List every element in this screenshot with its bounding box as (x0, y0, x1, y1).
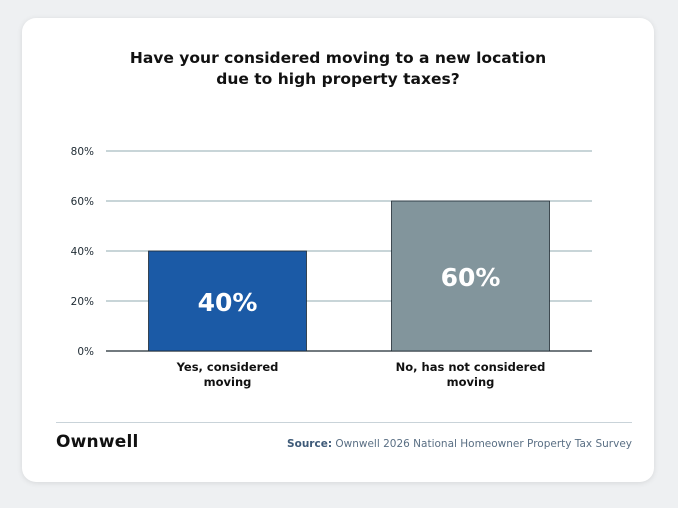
y-tick-label: 0% (77, 346, 94, 358)
data-label: 40% (198, 288, 258, 317)
x-category-label: moving (447, 375, 495, 389)
y-tick-label: 80% (71, 146, 94, 158)
chart-title: Have your considered moving to a new loc… (22, 48, 654, 90)
bar-chart: 0%20%40%60%80%40%Yes, consideredmoving60… (71, 146, 592, 389)
bar (391, 200, 550, 352)
footer-divider (56, 422, 632, 423)
data-label: 60% (441, 263, 501, 292)
y-tick-label: 40% (71, 246, 94, 258)
source-label: Source: (287, 438, 333, 450)
ownwell-logo: Ownwell (56, 432, 139, 452)
bar (148, 250, 307, 352)
source-text: Ownwell 2026 National Homeowner Property… (335, 438, 632, 450)
chart-title-line-1: Have your considered moving to a new loc… (129, 49, 547, 67)
y-tick-label: 60% (71, 196, 94, 208)
chart-card: Have your considered moving to a new loc… (22, 18, 654, 482)
chart-title-line-2: due to high property taxes? (216, 70, 460, 88)
x-category-label: No, has not considered (396, 360, 546, 374)
source-note: Source: Ownwell 2026 National Homeowner … (287, 438, 632, 450)
y-tick-label: 20% (71, 296, 94, 308)
x-category-label: Yes, considered (176, 360, 279, 374)
x-category-label: moving (204, 375, 252, 389)
